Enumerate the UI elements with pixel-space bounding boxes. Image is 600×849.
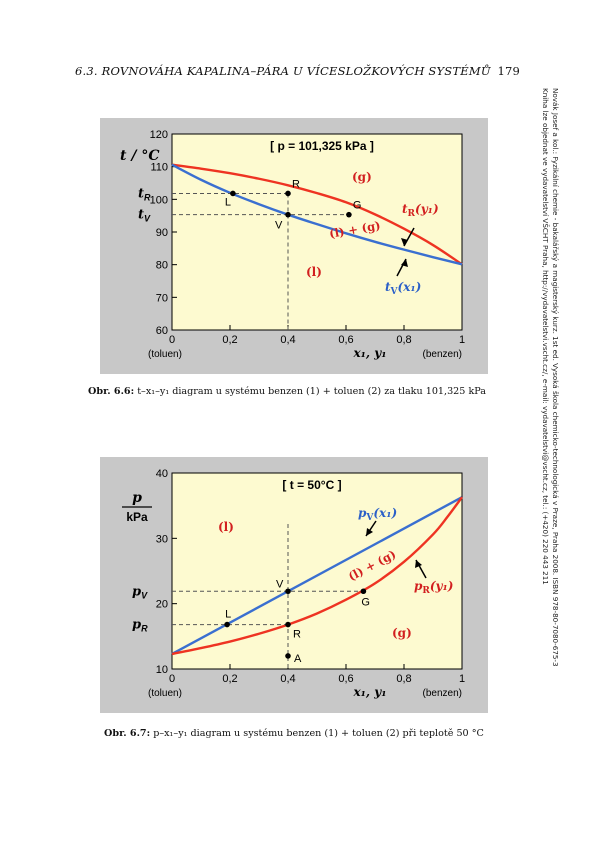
x-end-label-right: (benzen) <box>423 688 462 699</box>
x-tick-label: 0,8 <box>396 334 411 346</box>
curve-label-tR: tR(y₁) <box>402 202 439 219</box>
y-tick-label: 10 <box>156 664 168 676</box>
point-label-G: G <box>353 200 362 212</box>
x-tick-label: 0 <box>169 334 175 346</box>
point-R <box>285 621 291 628</box>
x-axis-label: x₁, y₁ <box>353 685 387 699</box>
point-A <box>285 653 291 659</box>
caption-label: Obr. 6.7: <box>104 728 151 739</box>
y-tick-label: 80 <box>156 260 168 272</box>
y-tick-label: 30 <box>156 533 168 545</box>
point-label-R: R <box>293 629 301 641</box>
point-label-G: G <box>361 596 370 608</box>
y-axis-label: t / °C <box>120 148 159 164</box>
side-note-line1: Novák Josef a kol.: Fyzikální chemie - b… <box>551 88 560 667</box>
arrowhead-pV <box>366 528 373 536</box>
point-label-A: A <box>294 653 302 665</box>
point-label-R: R <box>292 178 300 190</box>
y-tick-label: 40 <box>156 468 168 480</box>
point-label-L: L <box>225 196 231 208</box>
x-tick-label: 0,6 <box>338 673 353 685</box>
region-g: (g) <box>392 626 412 640</box>
y-tick-label: 20 <box>156 599 168 611</box>
x-tick-label: 0,2 <box>222 334 237 346</box>
x-tick-label: 0 <box>169 673 175 685</box>
point-V <box>285 588 291 595</box>
section-title: 6.3. ROVNOVÁHA KAPALINA–PÁRA U VÍCESLOŽK… <box>75 64 491 78</box>
point-L <box>224 621 230 628</box>
y-axis-label-unit: kPa <box>126 510 148 524</box>
y-tick-label: 70 <box>156 292 168 304</box>
caption-text: p–x₁–y₁ diagram u systému benzen (1) + t… <box>150 728 484 739</box>
plot-area <box>171 133 463 331</box>
series-tV(x1) <box>171 163 463 266</box>
y-tick-label: 110 <box>150 162 168 174</box>
figure-6-6: 0 0,2 0,4 0,6 0,8 1 60 70 80 90 100 110 120 (toluen) (… <box>100 118 488 374</box>
y-tick-label: 100 <box>150 194 168 206</box>
point-label-V: V <box>275 220 283 232</box>
series-pV(x1) <box>171 496 463 656</box>
y-tick-label: 60 <box>156 325 168 337</box>
arrowhead-tR <box>401 238 408 246</box>
side-note-line2: Kniha lze objednat ve vydavatelství VŠCH… <box>541 88 550 585</box>
series-pR(y1) <box>171 496 463 656</box>
arrowhead-pR <box>415 560 422 568</box>
running-header: 6.3. ROVNOVÁHA KAPALINA–PÁRA U VÍCESLOŽK… <box>75 64 520 78</box>
region-l: (l) <box>306 265 322 279</box>
region-l: (l) <box>218 520 234 534</box>
x-tick-label: 1 <box>459 673 465 685</box>
y-axis-label-p: p <box>132 490 142 506</box>
plot-area <box>171 472 463 670</box>
region-g: (g) <box>352 170 372 184</box>
arrowhead-tV <box>401 259 408 267</box>
x-end-label-left: (toluen) <box>148 688 182 699</box>
x-tick-label: 0,4 <box>280 673 295 685</box>
point-G <box>360 588 367 595</box>
x-end-label-right: (benzen) <box>423 349 462 360</box>
x-tick-label: 0,4 <box>280 334 295 346</box>
point-G <box>346 211 352 218</box>
point-label-L: L <box>225 609 231 621</box>
point-R <box>285 190 291 197</box>
chart-title: [ t = 50°C ] <box>282 478 341 492</box>
x-tick-label: 0,2 <box>222 673 237 685</box>
caption-label: Obr. 6.6: <box>88 386 135 397</box>
x-end-label-left: (toluen) <box>148 349 182 360</box>
x-tick-label: 0,6 <box>338 334 353 346</box>
caption-6-7: Obr. 6.7: p–x₁–y₁ diagram u systému benz… <box>104 728 484 739</box>
point-label-V: V <box>276 578 284 590</box>
caption-text: t–x₁–y₁ diagram u systému benzen (1) + t… <box>134 386 487 397</box>
tx-diagram: 0 0,2 0,4 0,6 0,8 1 60 70 80 90 100 110 120 (toluen) (… <box>100 118 488 374</box>
x-tick-label: 0,8 <box>396 673 411 685</box>
y-tick-label: 120 <box>150 129 168 141</box>
caption-6-6: Obr. 6.6: t–x₁–y₁ diagram u systému benz… <box>88 386 486 397</box>
page-number: 179 <box>497 64 520 78</box>
side-note: Novák Josef a kol.: Fyzikální chemie - b… <box>520 88 560 788</box>
x-axis-label: x₁, y₁ <box>353 346 387 360</box>
point-L <box>230 190 236 197</box>
series-tR(y1) <box>171 163 463 266</box>
y-tick-label: 90 <box>156 227 168 239</box>
figure-6-7: 0 0,2 0,4 0,6 0,8 1 10 20 30 40 (toluen) (benzen) x₁… <box>100 457 488 713</box>
px-diagram: 0 0,2 0,4 0,6 0,8 1 10 20 30 40 (toluen) (benzen) x₁… <box>100 457 488 713</box>
point-V <box>285 211 291 218</box>
chart-title: [ p = 101,325 kPa ] <box>270 139 374 153</box>
x-tick-label: 1 <box>459 334 465 346</box>
